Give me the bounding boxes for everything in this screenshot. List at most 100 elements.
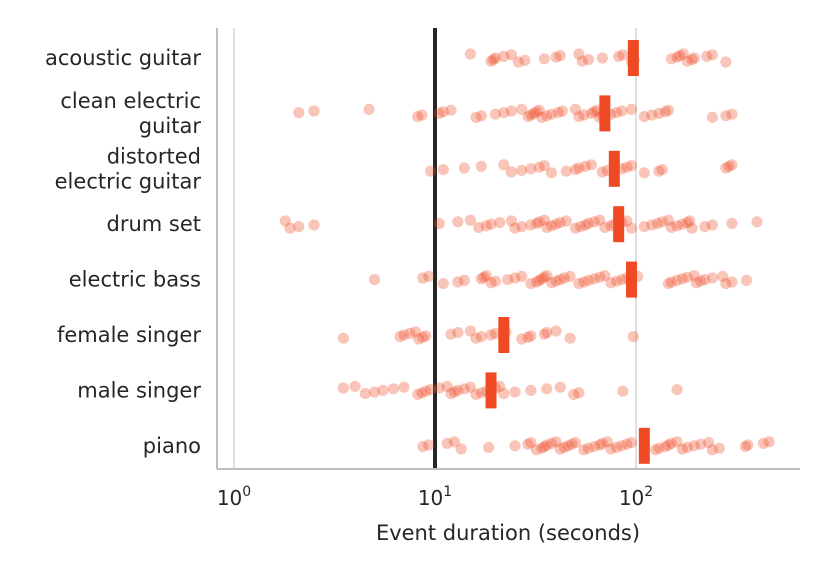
data-point [579,160,591,172]
data-point [475,273,487,285]
data-point [525,278,537,290]
data-point [686,54,698,66]
data-point [464,48,476,60]
data-point [554,274,566,286]
data-point [594,439,606,451]
data-point [720,110,732,122]
data-point [594,271,606,283]
data-point [530,217,543,229]
data-point [423,270,435,282]
category-labels: acoustic guitar clean electric guitar disto… [45,46,201,458]
data-point [417,441,429,453]
data-point [646,109,658,121]
data-point [564,270,576,282]
data-point [726,217,738,229]
data-point [588,106,600,118]
median-marker [599,95,611,132]
data-point [398,329,410,341]
data-point [475,110,487,122]
median-marker [485,372,497,409]
data-point [485,55,497,67]
data-point [498,50,510,63]
data-point [726,276,738,288]
category-label-line: acoustic guitar [45,46,201,70]
data-point [621,161,633,173]
data-point [621,438,633,450]
data-point [601,436,613,448]
data-point [541,270,553,282]
data-point [452,384,464,396]
data-point [505,49,518,61]
data-point [574,221,587,233]
data-point [742,439,754,451]
data-point [498,388,510,400]
data-point [485,218,497,230]
data-point [530,276,543,288]
data-point [404,327,416,339]
data-point [573,48,585,60]
data-point [416,109,428,121]
data-point [613,50,625,63]
data-point [596,166,608,178]
data-point [464,214,476,226]
data-point [279,215,291,227]
data-point [596,437,608,449]
x-tick-label: 100 [217,484,251,510]
data-point [545,437,558,449]
data-point [676,273,688,285]
data-point [585,107,598,119]
category-label: electric bass [69,268,201,292]
data-point [545,167,558,179]
data-point [665,437,677,449]
category-label-line: female singer [57,323,201,347]
data-point [582,217,595,229]
data-point [695,438,707,450]
data-point [699,221,711,233]
x-tick-label: 102 [619,484,653,510]
data-point [525,219,537,231]
data-point [616,440,628,452]
data-point [720,278,732,290]
data-point [573,162,585,174]
data-point [578,276,590,288]
data-point [625,437,638,449]
data-point [308,219,320,231]
data-point [726,159,738,171]
data-point [550,51,562,63]
data-point [541,327,553,339]
data-point [337,332,349,344]
data-point [662,278,675,290]
data-point [509,272,521,284]
data-point [475,331,487,343]
data-point [610,275,623,287]
data-point [688,440,700,452]
data-point [424,384,437,396]
data-point [536,442,548,454]
data-point [536,111,548,123]
data-point [562,440,574,452]
data-point [417,272,429,284]
data-point [582,54,595,66]
data-point [498,107,510,119]
data-point [387,383,399,395]
data-point [423,439,435,451]
data-point [556,105,568,117]
data-point [550,325,562,337]
data-point [713,442,726,454]
category-label-line: electric bass [69,268,201,292]
median-marker [638,427,650,464]
data-point [533,216,545,228]
data-point [478,271,490,283]
data-point [394,331,406,343]
data-point [588,441,600,453]
data-point [441,437,453,449]
data-point [485,277,497,289]
data-point [538,271,550,283]
x-tick-base: 10 [217,486,242,510]
data-point [293,221,305,233]
category-label-line: clean electric [60,89,201,113]
data-point [573,111,585,123]
data-point [638,167,650,179]
data-point [681,55,693,67]
